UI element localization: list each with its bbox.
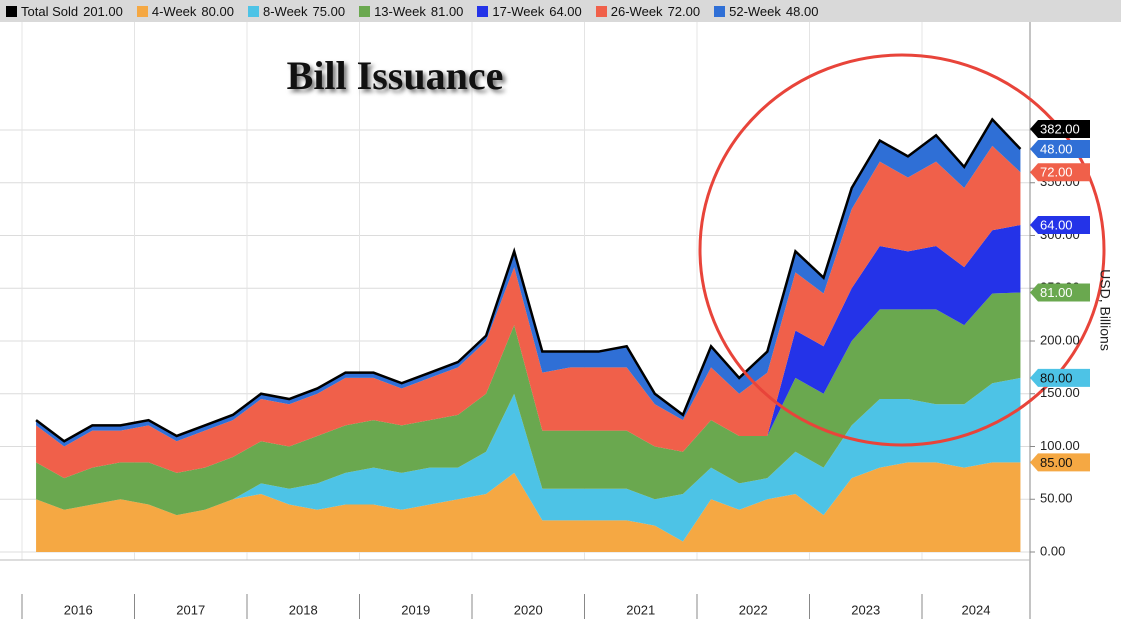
x-tick-label: 2016 [64, 602, 93, 617]
x-tick-label: 2018 [289, 602, 318, 617]
y-tick-label: 150.00 [1040, 385, 1080, 400]
end-labels: 0.0050.00100.00150.00200.00250.00300.003… [21, 119, 1090, 619]
x-tick-label: 2019 [401, 602, 430, 617]
legend: Total Sold 201.00 4-Week 80.00 8-Week 75.00 13… [0, 0, 1121, 22]
end-label: 72.00 [1040, 165, 1073, 180]
x-tick-label: 2020 [514, 602, 543, 617]
y-tick-label: 50.00 [1040, 491, 1073, 506]
highlight-circle [698, 53, 1106, 447]
legend-value: 201.00 [83, 3, 123, 19]
legend-swatch [714, 5, 726, 17]
legend-item: 26-Week 72.00 [595, 3, 701, 19]
area-segment [36, 119, 1021, 447]
areas [36, 119, 1021, 552]
legend-item: 8-Week 75.00 [247, 3, 346, 19]
legend-item: 13-Week 81.00 [359, 4, 463, 19]
area-segment [36, 292, 1021, 516]
area-segment [36, 224, 1021, 479]
end-label-tag [1030, 453, 1090, 472]
area-segment [36, 145, 1021, 479]
lines [35, 117, 1022, 443]
legend-value: 80.00 [201, 3, 234, 19]
legend-swatch [595, 5, 607, 17]
y-tick-label: 0.00 [1040, 543, 1065, 558]
legend-name: 4-Week [151, 3, 197, 19]
end-label: 80.00 [1040, 370, 1073, 385]
y-axis-label: USD, Billions [1097, 269, 1113, 351]
legend-name: Total Sold [21, 3, 79, 19]
legend-value: 72.00 [667, 3, 701, 19]
end-label-tag [1030, 215, 1090, 234]
legend-item: Total Sold 201.00 [6, 4, 123, 19]
x-tick-label: 2023 [851, 602, 880, 617]
end-label-tag [1030, 283, 1090, 302]
legend-swatch [6, 5, 17, 17]
legend-item: 52-Week 48.00 [714, 4, 818, 19]
x-tick-label: 2022 [739, 602, 768, 617]
legend-swatch [477, 5, 489, 17]
legend-name: 8-Week [262, 3, 308, 19]
x-tick-label: 2017 [176, 602, 205, 617]
legend-name: 52-Week [729, 3, 781, 19]
legend-name: 26-Week [610, 3, 663, 19]
legend-name: 17-Week [492, 3, 545, 19]
legend-item: 4-Week 80.00 [136, 3, 234, 19]
y-tick-label: 200.00 [1040, 332, 1080, 347]
area-segment [36, 377, 1021, 542]
chart-title: Bill Issuance [287, 53, 504, 98]
legend-value: 81.00 [430, 3, 464, 19]
end-label-tag [1030, 139, 1090, 158]
legend-swatch [247, 5, 259, 17]
end-label: 382.00 [1040, 121, 1080, 136]
end-label: 64.00 [1040, 217, 1073, 232]
y-tick-label: 100.00 [1040, 438, 1080, 453]
legend-value: 75.00 [312, 3, 346, 19]
end-label: 48.00 [1040, 141, 1073, 156]
total-line [35, 117, 1022, 443]
legend-item: 17-Week 64.00 [477, 3, 582, 19]
x-tick-label: 2024 [962, 602, 991, 617]
end-label-tag [1030, 163, 1090, 182]
end-label-tag [1030, 368, 1090, 387]
area-segment [36, 462, 1021, 552]
end-label-tag [1030, 119, 1090, 138]
legend-value: 48.00 [785, 3, 819, 19]
x-tick-label: 2021 [626, 602, 655, 617]
legend-swatch [136, 5, 148, 17]
end-label: 85.00 [1040, 455, 1073, 470]
legend-value: 64.00 [549, 3, 582, 19]
legend-swatch [359, 5, 371, 17]
legend-name: 13-Week [374, 3, 426, 19]
end-label: 81.00 [1040, 285, 1073, 300]
